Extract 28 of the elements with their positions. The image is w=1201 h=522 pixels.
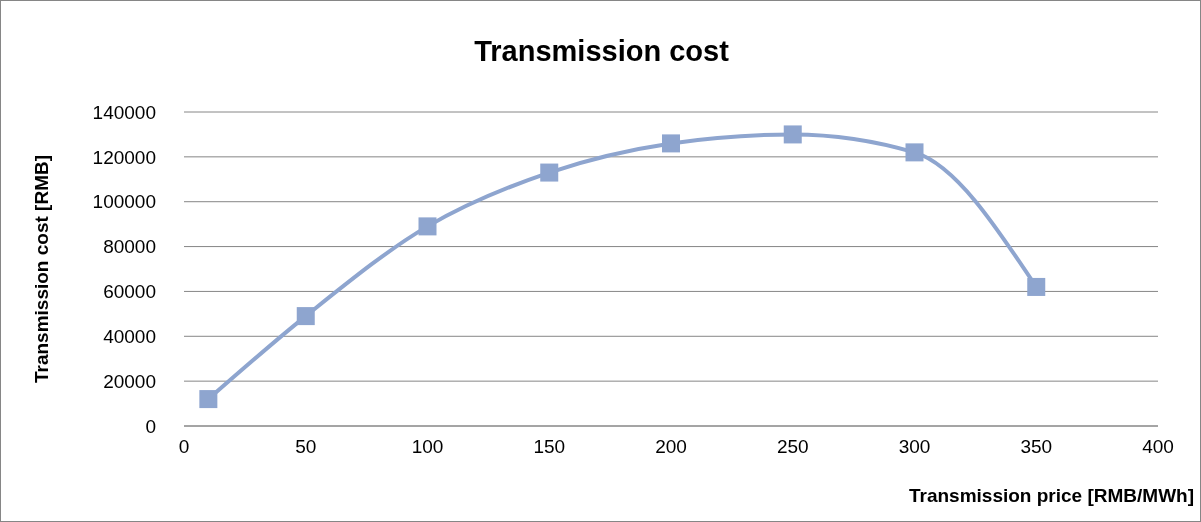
chart-title: Transmission cost (473, 35, 730, 68)
x-tick-label: 100 (411, 436, 444, 458)
y-tick-label: 0 (145, 415, 156, 437)
x-tick-label: 150 (533, 436, 566, 458)
x-tick-label: 300 (898, 436, 931, 458)
y-tick-label: 40000 (103, 326, 156, 348)
y-tick-label: 80000 (103, 236, 156, 258)
x-tick-label: 200 (655, 436, 687, 458)
y-tick-label: 60000 (103, 281, 156, 303)
y-tick-label: 20000 (103, 370, 156, 392)
point (662, 134, 680, 153)
x-tick-label: 250 (776, 436, 809, 458)
point (783, 125, 802, 144)
x-tick-label: 400 (1142, 436, 1174, 458)
point (1027, 277, 1046, 296)
point (540, 163, 559, 182)
point (199, 390, 218, 409)
x-tick-label: 50 (295, 436, 317, 458)
y-axis-title: Transmission cost [RMB] (30, 154, 52, 384)
y-tick-label: 140000 (92, 101, 156, 123)
y-tick-label: 100000 (92, 191, 156, 213)
x-tick-label: 0 (178, 436, 190, 458)
x-axis-title: Transmission price [RMB/MWh] (908, 485, 1194, 507)
point (418, 217, 437, 236)
point (296, 307, 315, 326)
y-tick-label: 120000 (92, 146, 156, 168)
point (905, 143, 924, 162)
x-tick-label: 350 (1020, 436, 1053, 458)
